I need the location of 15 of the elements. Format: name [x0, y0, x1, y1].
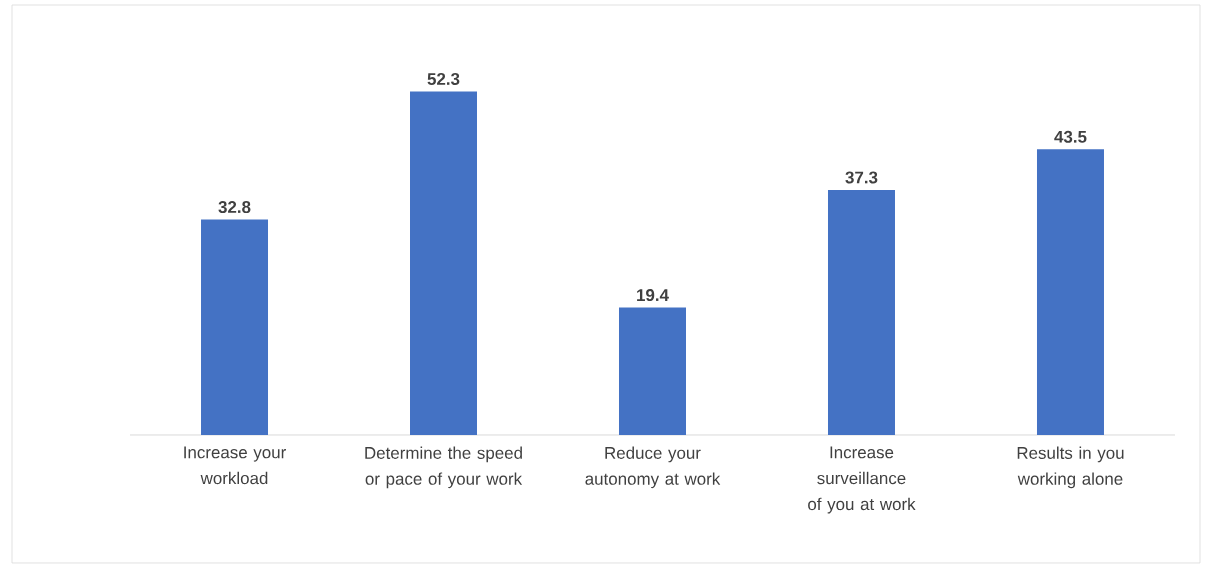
bar	[827, 190, 895, 435]
x-tick-label: Increase surveillance of you at work	[808, 446, 916, 514]
data-label: 37.3	[845, 171, 878, 184]
data-label: 19.4	[637, 289, 669, 302]
data-label: 32.8	[218, 201, 251, 214]
x-tick-label: Reduce your autonomy at work	[585, 446, 721, 489]
bar	[201, 219, 269, 435]
x-tick-label: Determine the speed or pace of your work	[365, 446, 523, 489]
data-label: 43.5	[1054, 130, 1087, 143]
bar	[410, 91, 477, 435]
bar	[619, 307, 686, 435]
x-tick-label: Results in you working alone	[1017, 446, 1124, 489]
x-tick-label: Increase your workload	[184, 446, 286, 485]
bar	[1036, 149, 1104, 435]
data-label: 52.3	[427, 72, 460, 85]
